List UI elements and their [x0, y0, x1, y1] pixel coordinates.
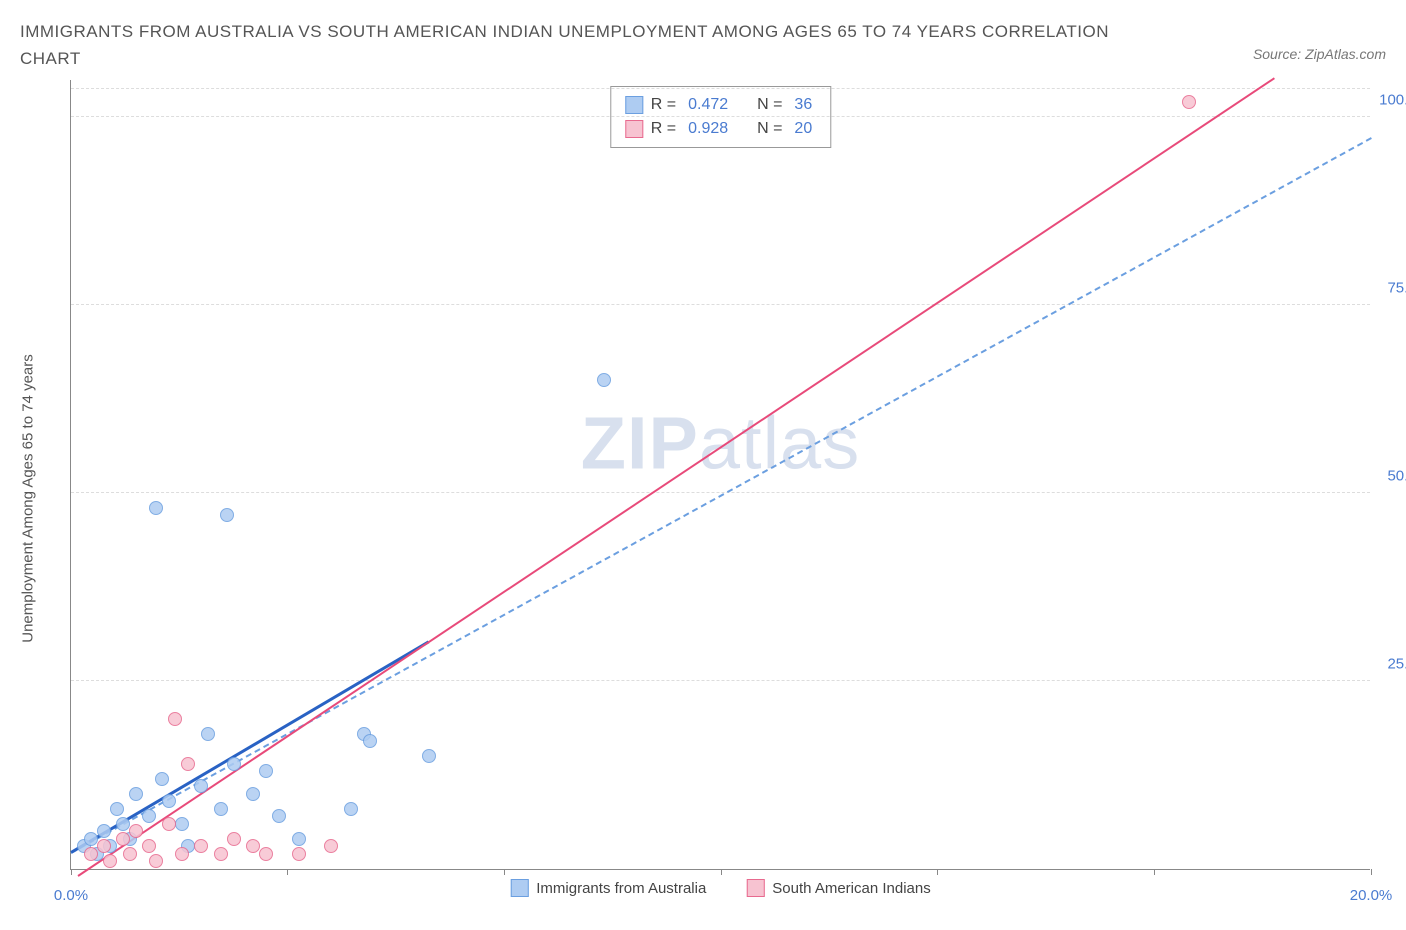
chart-container: Unemployment Among Ages 65 to 74 years Z… — [50, 80, 1390, 900]
data-point — [214, 847, 228, 861]
x-tick — [1371, 869, 1372, 875]
data-point — [194, 839, 208, 853]
trendline — [77, 77, 1274, 876]
data-point — [103, 854, 117, 868]
gridline — [71, 88, 1370, 89]
trendline — [71, 137, 1372, 854]
data-point — [227, 757, 241, 771]
data-point — [194, 779, 208, 793]
data-point — [246, 787, 260, 801]
data-point — [162, 794, 176, 808]
data-point — [227, 832, 241, 846]
legend-swatch — [746, 879, 764, 897]
x-tick-label: 0.0% — [54, 887, 88, 904]
bottom-legend-item: South American Indians — [746, 879, 930, 897]
y-tick-label: 100.0% — [1379, 91, 1406, 108]
gridline — [71, 304, 1370, 305]
legend-swatch — [625, 120, 643, 138]
data-point — [597, 373, 611, 387]
data-point — [272, 809, 286, 823]
data-point — [175, 847, 189, 861]
bottom-legend: Immigrants from Australia South American … — [510, 879, 930, 897]
data-point — [259, 847, 273, 861]
data-point — [149, 854, 163, 868]
x-tick — [287, 869, 288, 875]
data-point — [175, 817, 189, 831]
data-point — [149, 501, 163, 515]
data-point — [422, 749, 436, 763]
data-point — [1182, 95, 1196, 109]
x-tick — [937, 869, 938, 875]
chart-title: IMMIGRANTS FROM AUSTRALIA VS SOUTH AMERI… — [20, 18, 1120, 72]
data-point — [142, 809, 156, 823]
y-tick-label: 75.0% — [1387, 279, 1406, 296]
data-point — [129, 824, 143, 838]
bottom-legend-item: Immigrants from Australia — [510, 879, 706, 897]
legend-row: R =0.472 N =36 — [625, 93, 816, 117]
data-point — [97, 824, 111, 838]
data-point — [142, 839, 156, 853]
data-point — [116, 817, 130, 831]
data-point — [97, 839, 111, 853]
data-point — [123, 847, 137, 861]
data-point — [84, 847, 98, 861]
x-tick — [1154, 869, 1155, 875]
x-tick — [71, 869, 72, 875]
source-label: Source: ZipAtlas.com — [1253, 46, 1386, 62]
x-tick — [721, 869, 722, 875]
data-point — [246, 839, 260, 853]
data-point — [292, 832, 306, 846]
data-point — [168, 712, 182, 726]
data-point — [324, 839, 338, 853]
data-point — [129, 787, 143, 801]
data-point — [214, 802, 228, 816]
legend-row: R =0.928 N =20 — [625, 117, 816, 141]
header: IMMIGRANTS FROM AUSTRALIA VS SOUTH AMERI… — [0, 0, 1406, 72]
gridline — [71, 116, 1370, 117]
gridline — [71, 492, 1370, 493]
data-point — [220, 508, 234, 522]
data-point — [84, 832, 98, 846]
data-point — [259, 764, 273, 778]
data-point — [116, 832, 130, 846]
x-tick — [504, 869, 505, 875]
gridline — [71, 680, 1370, 681]
y-tick-label: 50.0% — [1387, 467, 1406, 484]
data-point — [155, 772, 169, 786]
data-point — [363, 734, 377, 748]
data-point — [292, 847, 306, 861]
stats-legend: R =0.472 N =36R =0.928 N =20 — [610, 86, 831, 148]
plot-area: ZIPatlas R =0.472 N =36R =0.928 N =20 Im… — [70, 80, 1370, 870]
y-axis-label: Unemployment Among Ages 65 to 74 years — [20, 354, 37, 643]
y-tick-label: 25.0% — [1387, 655, 1406, 672]
legend-swatch — [510, 879, 528, 897]
data-point — [181, 757, 195, 771]
x-tick-label: 20.0% — [1350, 887, 1393, 904]
data-point — [110, 802, 124, 816]
data-point — [201, 727, 215, 741]
data-point — [162, 817, 176, 831]
data-point — [344, 802, 358, 816]
legend-swatch — [625, 96, 643, 114]
